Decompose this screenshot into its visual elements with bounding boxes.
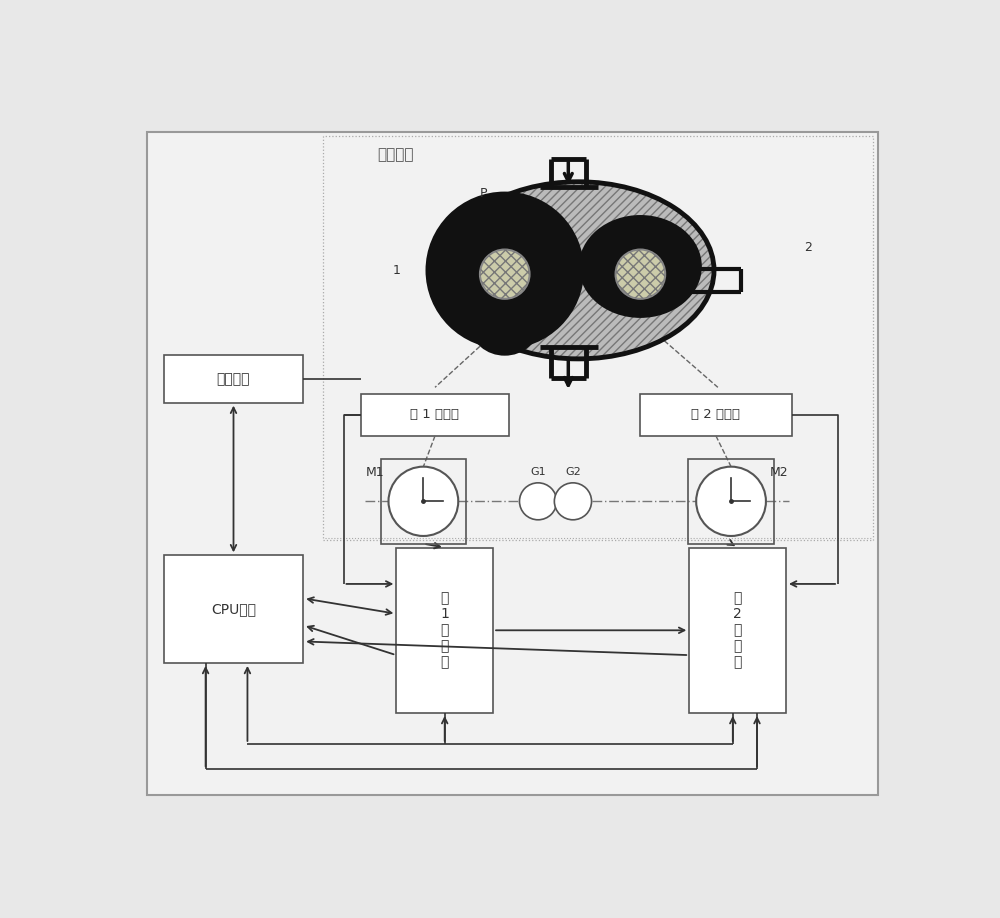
Text: 第 1 编码器: 第 1 编码器 <box>411 409 460 421</box>
Text: 1: 1 <box>392 263 400 277</box>
Text: 第 2 编码器: 第 2 编码器 <box>691 409 740 421</box>
Circle shape <box>696 466 766 536</box>
Text: 人机界面: 人机界面 <box>217 372 250 386</box>
Text: G2: G2 <box>565 467 581 477</box>
Circle shape <box>519 483 557 520</box>
Text: G1: G1 <box>530 467 546 477</box>
Text: 机械部分: 机械部分 <box>377 147 413 162</box>
Circle shape <box>554 483 592 520</box>
Bar <box>323 136 873 540</box>
Circle shape <box>427 194 582 347</box>
Bar <box>396 547 493 713</box>
Bar <box>164 555 303 663</box>
Bar <box>640 394 792 436</box>
Bar <box>688 459 774 543</box>
Ellipse shape <box>443 182 714 359</box>
Text: 第
2
变
频
器: 第 2 变 频 器 <box>733 591 742 670</box>
Bar <box>381 459 466 543</box>
Bar <box>164 355 303 403</box>
Ellipse shape <box>472 297 538 354</box>
Text: M1: M1 <box>366 465 385 478</box>
Text: P: P <box>479 187 487 200</box>
Text: 2: 2 <box>805 241 812 253</box>
Circle shape <box>388 466 458 536</box>
Text: CPU单元: CPU单元 <box>211 602 256 616</box>
Text: M2: M2 <box>770 465 788 478</box>
Circle shape <box>480 250 530 299</box>
Bar <box>689 547 786 713</box>
Text: 第
1
变
频
器: 第 1 变 频 器 <box>440 591 449 670</box>
Ellipse shape <box>580 217 700 317</box>
Bar <box>361 394 509 436</box>
Circle shape <box>616 250 665 299</box>
